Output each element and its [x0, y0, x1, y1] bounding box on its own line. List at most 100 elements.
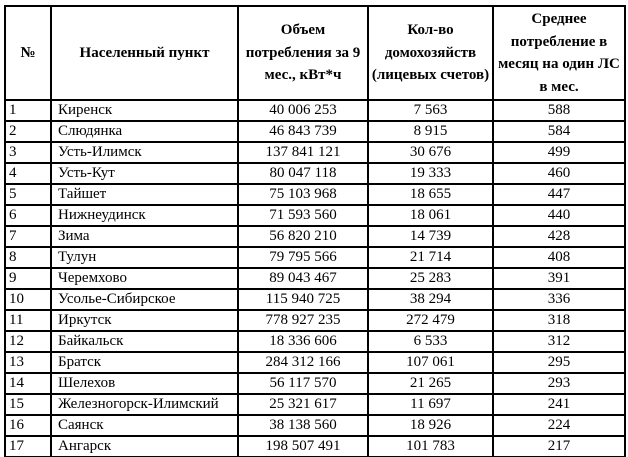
table-row: 7 Зима 56 820 210 14 739 428 — [4, 225, 626, 248]
cell-settlement: Байкальск — [50, 330, 239, 353]
table-body: 1 Киренск 40 006 253 7 563 588 2 Слюдянк… — [4, 99, 626, 457]
cell-number: 16 — [4, 414, 52, 437]
cell-average: 318 — [492, 309, 626, 332]
table-row: 3 Усть-Илимск 137 841 121 30 676 499 — [4, 141, 626, 164]
cell-average: 295 — [492, 351, 626, 374]
cell-average: 408 — [492, 246, 626, 269]
table-row: 12 Байкальск 18 336 606 6 533 312 — [4, 330, 626, 353]
cell-number: 3 — [4, 141, 52, 164]
table-row: 1 Киренск 40 006 253 7 563 588 — [4, 99, 626, 122]
cell-settlement: Иркутск — [50, 309, 239, 332]
cell-average: 460 — [492, 162, 626, 185]
cell-average: 499 — [492, 141, 626, 164]
cell-number: 4 — [4, 162, 52, 185]
cell-households: 7 563 — [367, 99, 494, 122]
cell-number: 2 — [4, 120, 52, 143]
cell-average: 588 — [492, 99, 626, 122]
cell-settlement: Черемхово — [50, 267, 239, 290]
cell-average: 312 — [492, 330, 626, 353]
cell-average: 241 — [492, 393, 626, 416]
cell-number: 6 — [4, 204, 52, 227]
cell-consumption: 46 843 739 — [237, 120, 369, 143]
table-row: 8 Тулун 79 795 566 21 714 408 — [4, 246, 626, 269]
cell-households: 6 533 — [367, 330, 494, 353]
cell-number: 13 — [4, 351, 52, 374]
table-row: 5 Тайшет 75 103 968 18 655 447 — [4, 183, 626, 206]
table-row: 14 Шелехов 56 117 570 21 265 293 — [4, 372, 626, 395]
cell-consumption: 778 927 235 — [237, 309, 369, 332]
cell-average: 224 — [492, 414, 626, 437]
cell-households: 14 739 — [367, 225, 494, 248]
header-cell-average: Среднее потребление в месяц на один ЛС в… — [492, 5, 626, 101]
cell-number: 12 — [4, 330, 52, 353]
table-row: 9 Черемхово 89 043 467 25 283 391 — [4, 267, 626, 290]
cell-households: 18 655 — [367, 183, 494, 206]
cell-average: 293 — [492, 372, 626, 395]
cell-settlement: Усть-Илимск — [50, 141, 239, 164]
cell-households: 21 714 — [367, 246, 494, 269]
cell-consumption: 38 138 560 — [237, 414, 369, 437]
cell-average: 447 — [492, 183, 626, 206]
cell-consumption: 56 820 210 — [237, 225, 369, 248]
cell-consumption: 89 043 467 — [237, 267, 369, 290]
cell-average: 217 — [492, 435, 626, 457]
cell-settlement: Братск — [50, 351, 239, 374]
cell-settlement: Усолье-Сибирское — [50, 288, 239, 311]
cell-settlement: Саянск — [50, 414, 239, 437]
cell-households: 8 915 — [367, 120, 494, 143]
cell-settlement: Шелехов — [50, 372, 239, 395]
cell-consumption: 284 312 166 — [237, 351, 369, 374]
cell-households: 272 479 — [367, 309, 494, 332]
table-row: 15 Железногорск-Илимский 25 321 617 11 6… — [4, 393, 626, 416]
cell-number: 14 — [4, 372, 52, 395]
cell-settlement: Усть-Кут — [50, 162, 239, 185]
cell-number: 1 — [4, 99, 52, 122]
header-cell-households: Кол-во домохозяйств (лицевых счетов) — [367, 5, 494, 101]
cell-households: 11 697 — [367, 393, 494, 416]
cell-number: 17 — [4, 435, 52, 457]
cell-households: 25 283 — [367, 267, 494, 290]
header-row: № Населенный пункт Объем потребления за … — [4, 5, 626, 101]
cell-number: 5 — [4, 183, 52, 206]
cell-average: 440 — [492, 204, 626, 227]
cell-households: 18 926 — [367, 414, 494, 437]
table-row: 16 Саянск 38 138 560 18 926 224 — [4, 414, 626, 437]
cell-average: 336 — [492, 288, 626, 311]
cell-consumption: 137 841 121 — [237, 141, 369, 164]
cell-settlement: Слюдянка — [50, 120, 239, 143]
cell-number: 10 — [4, 288, 52, 311]
cell-settlement: Тайшет — [50, 183, 239, 206]
cell-number: 8 — [4, 246, 52, 269]
table-row: 17 Ангарск 198 507 491 101 783 217 — [4, 435, 626, 457]
cell-settlement: Тулун — [50, 246, 239, 269]
cell-settlement: Железногорск-Илимский — [50, 393, 239, 416]
cell-consumption: 80 047 118 — [237, 162, 369, 185]
cell-households: 18 061 — [367, 204, 494, 227]
cell-settlement: Зима — [50, 225, 239, 248]
header-cell-number: № — [4, 5, 52, 101]
cell-average: 391 — [492, 267, 626, 290]
header-cell-settlement: Населенный пункт — [50, 5, 239, 101]
table-row: 2 Слюдянка 46 843 739 8 915 584 — [4, 120, 626, 143]
cell-settlement: Киренск — [50, 99, 239, 122]
consumption-table: № Населенный пункт Объем потребления за … — [4, 5, 626, 457]
cell-consumption: 75 103 968 — [237, 183, 369, 206]
cell-households: 38 294 — [367, 288, 494, 311]
cell-households: 30 676 — [367, 141, 494, 164]
cell-households: 19 333 — [367, 162, 494, 185]
cell-consumption: 198 507 491 — [237, 435, 369, 457]
header-cell-consumption: Объем потребления за 9 мес., кВт*ч — [237, 5, 369, 101]
cell-households: 21 265 — [367, 372, 494, 395]
cell-households: 101 783 — [367, 435, 494, 457]
table-row: 13 Братск 284 312 166 107 061 295 — [4, 351, 626, 374]
cell-consumption: 25 321 617 — [237, 393, 369, 416]
cell-settlement: Ангарск — [50, 435, 239, 457]
table-row: 4 Усть-Кут 80 047 118 19 333 460 — [4, 162, 626, 185]
cell-number: 9 — [4, 267, 52, 290]
table-row: 10 Усолье-Сибирское 115 940 725 38 294 3… — [4, 288, 626, 311]
cell-consumption: 71 593 560 — [237, 204, 369, 227]
cell-households: 107 061 — [367, 351, 494, 374]
cell-consumption: 79 795 566 — [237, 246, 369, 269]
cell-consumption: 115 940 725 — [237, 288, 369, 311]
table-row: 6 Нижнеудинск 71 593 560 18 061 440 — [4, 204, 626, 227]
